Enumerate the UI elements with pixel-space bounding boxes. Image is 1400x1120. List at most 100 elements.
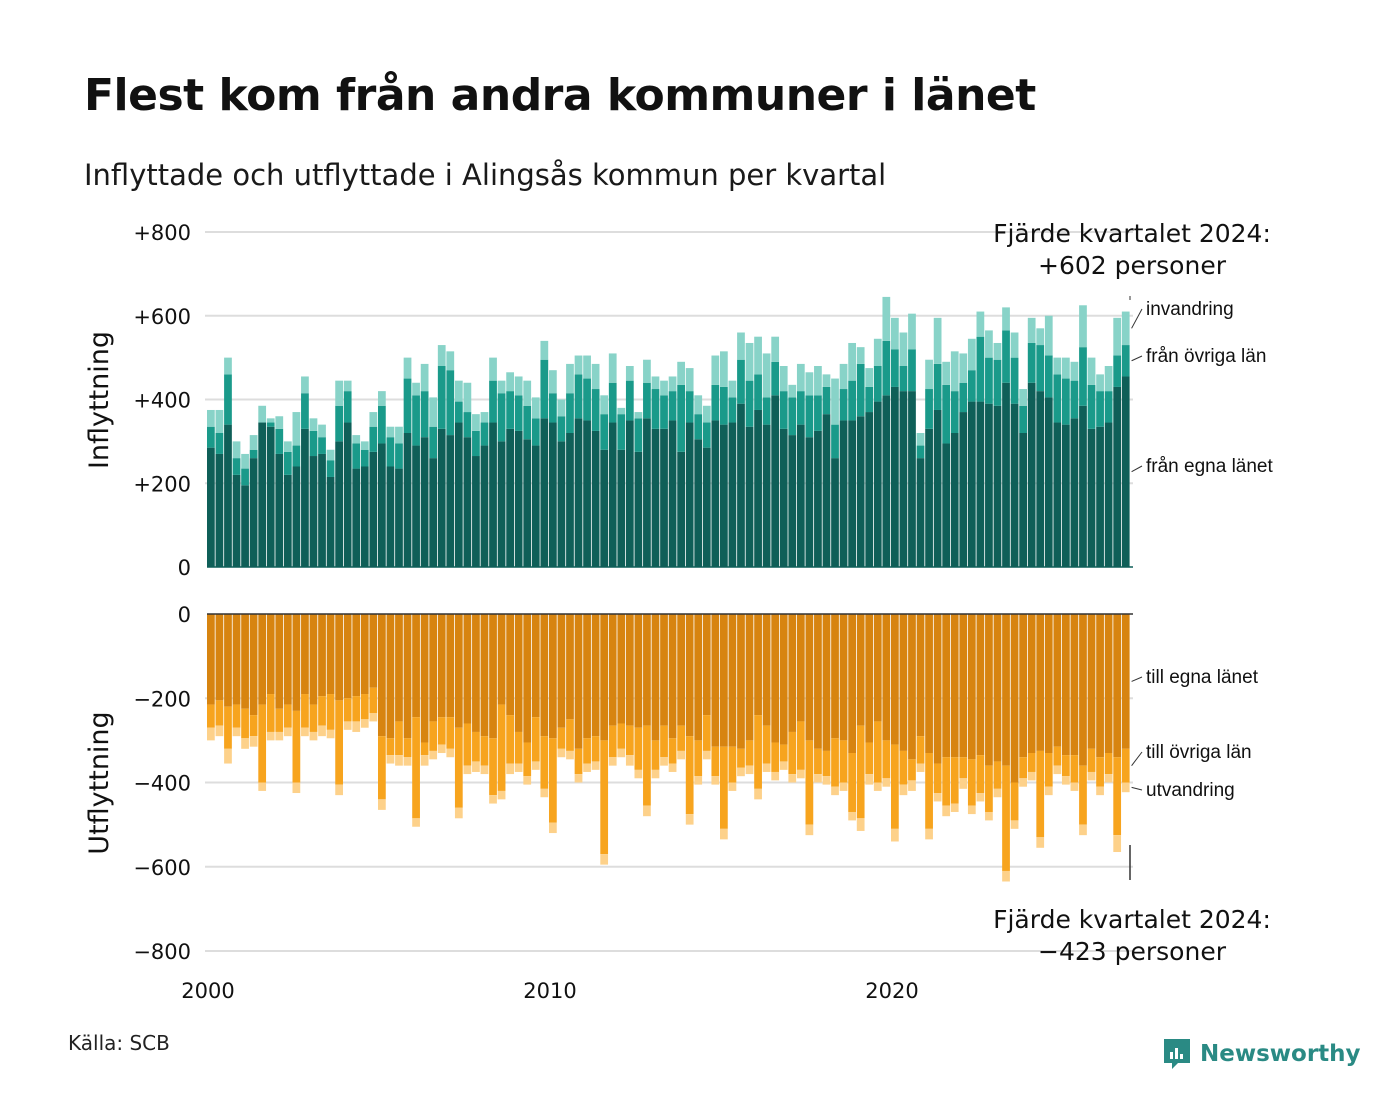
outflow-bar [283, 727, 292, 737]
inflow-bar [1104, 366, 1113, 392]
outflow-bar [788, 731, 797, 775]
outflow-bar [497, 704, 506, 791]
outflow-bar [660, 757, 668, 766]
inflow-bar [446, 370, 455, 436]
outflow-bar [335, 614, 343, 701]
inflow-bar [301, 428, 309, 567]
inflow-bar [694, 414, 703, 440]
outflow-bar [882, 778, 891, 787]
outflow-bar [993, 788, 1002, 798]
outflow-bar [993, 761, 1002, 789]
outflow-bar [215, 700, 224, 726]
inflow-bar [574, 374, 583, 419]
outflow-bar [660, 725, 668, 758]
inflow-bar [207, 426, 215, 448]
outflow-bar [266, 731, 275, 741]
inflow-bar [737, 359, 745, 404]
outflow-bar [976, 755, 985, 794]
inflow-bar [215, 433, 224, 454]
inflow-bar [1019, 433, 1027, 567]
outflow-bar [873, 614, 882, 722]
outflow-bar [865, 742, 874, 775]
outflow-bar [925, 828, 933, 840]
inflow-bar [420, 391, 429, 438]
inflow-bar [412, 382, 420, 396]
inflow-bar [352, 443, 361, 469]
inflow-bar [728, 380, 737, 398]
inflow-bar [625, 380, 634, 421]
outflow-bar [557, 614, 566, 728]
inflow-bar [728, 422, 737, 567]
outflow-bar [591, 761, 600, 770]
outflow-bar [386, 614, 395, 739]
outflow-bar [1019, 614, 1027, 758]
outflow-bar [531, 761, 540, 770]
inflow-bar [1096, 374, 1104, 392]
outflow-bar [318, 696, 326, 726]
inflow-bar [848, 342, 856, 381]
outflow-bar [292, 614, 301, 711]
inflow-bar [848, 380, 856, 421]
outflow-bar [386, 738, 395, 756]
outflow-bar [856, 614, 865, 726]
outflow-bar [360, 694, 369, 720]
outflow-bar [566, 719, 574, 751]
outflow-bar [506, 763, 514, 775]
inflow-bar [788, 435, 797, 567]
outflow-bar [437, 717, 446, 745]
inflow-bar [326, 476, 335, 567]
outflow-bar [985, 811, 993, 821]
outflow-bar [1079, 765, 1087, 825]
inflow-bar [677, 451, 685, 567]
outflow-bar [677, 750, 685, 760]
inflow-bar [1044, 315, 1053, 356]
outflow-bar [446, 717, 455, 749]
inflow-bar [711, 420, 720, 567]
inflow-bar [668, 420, 677, 567]
inflow-bar [985, 357, 993, 404]
inflow-bar [514, 395, 523, 431]
inflow-bar [976, 401, 985, 567]
outflow-bar [275, 614, 284, 709]
outflow-bar [241, 708, 249, 739]
inflow-bar [993, 342, 1002, 360]
outflow-bar [831, 738, 839, 787]
outflow-bar [685, 814, 694, 825]
outflow-bar [993, 614, 1002, 762]
inflow-bar [822, 414, 831, 567]
outflow-bar [942, 757, 951, 806]
inflow-bar [814, 430, 822, 567]
outflow-bar [899, 784, 908, 796]
outflow-bar [360, 719, 369, 728]
inflow-bar [403, 357, 412, 379]
outflow-bar [745, 740, 754, 766]
outflow-bar [737, 748, 745, 768]
inflow-bar [454, 422, 463, 567]
inflow-bar [258, 405, 267, 423]
outflow-bar [1053, 746, 1062, 766]
outflow-bar [771, 771, 780, 781]
outflow-bar [1027, 753, 1036, 772]
inflow-bar [959, 382, 968, 413]
outflow-bar [489, 795, 497, 804]
inflow-bar [882, 296, 891, 341]
inflow-bar [814, 366, 822, 396]
inflow-bar [1010, 357, 1019, 404]
inflow-bar [891, 349, 899, 387]
outflow-bar [420, 755, 429, 766]
inflow-bar [839, 420, 848, 567]
inflow-bar [437, 366, 446, 429]
inflow-bar [600, 395, 609, 415]
inflow-bar [651, 428, 660, 567]
inflow-bar [420, 363, 429, 392]
outflow-y-tick-label: −800 [133, 940, 191, 964]
outflow-bar [967, 805, 976, 815]
outflow-bar [916, 736, 925, 764]
inflow-bar [745, 380, 754, 427]
x-tick-label: 2010 [523, 979, 576, 1003]
outflow-bar [472, 761, 480, 772]
inflow-bar [617, 449, 626, 567]
outflow-bar [249, 614, 258, 716]
inflow-bar [258, 422, 267, 567]
inflow-bar [745, 342, 754, 381]
